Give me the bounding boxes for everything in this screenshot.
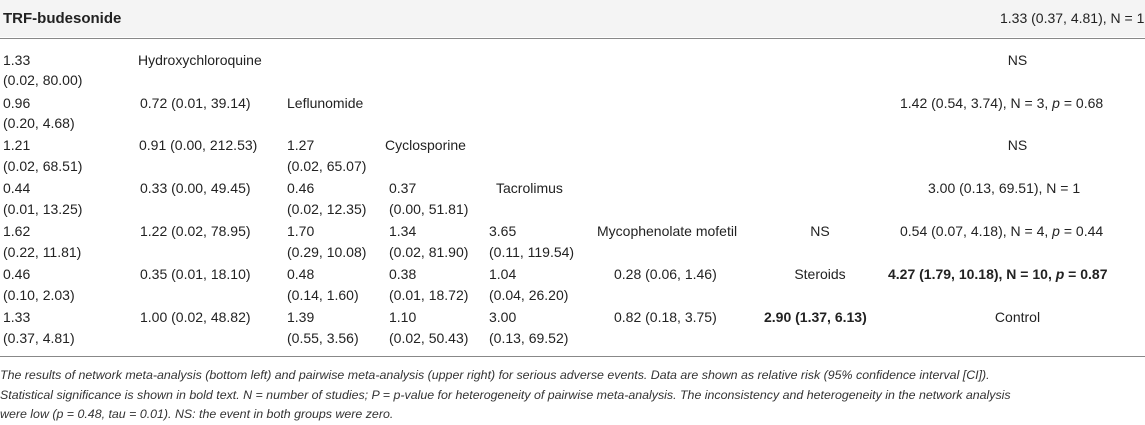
cell: (0.22, 11.81) bbox=[3, 244, 82, 260]
header-title: TRF-budesonide bbox=[3, 10, 122, 27]
table-header-band bbox=[0, 0, 1145, 37]
cell: 1.27 bbox=[287, 137, 315, 153]
cell: 0.37 bbox=[389, 180, 417, 196]
cell: (0.29, 10.08) bbox=[287, 244, 367, 260]
cell: (0.02, 68.51) bbox=[3, 158, 83, 174]
cell: 1.21 bbox=[3, 137, 31, 153]
cell: (0.37, 4.81) bbox=[3, 330, 75, 346]
cell: NS bbox=[1007, 137, 1028, 153]
cell: (0.13, 69.52) bbox=[489, 330, 569, 346]
cell: 0.46 bbox=[3, 266, 31, 282]
drug-label: Tacrolimus bbox=[496, 180, 563, 196]
cell: 0.54 (0.07, 4.18), N = 4, p = 0.44 bbox=[900, 223, 1104, 239]
cell: 2.90 (1.37, 6.13) bbox=[764, 309, 867, 325]
caption-line: Statistical significance is shown in bol… bbox=[0, 387, 1011, 402]
cell: 3.00 (0.13, 69.51), N = 1 bbox=[928, 180, 1081, 196]
cell: 1.22 (0.02, 78.95) bbox=[140, 223, 251, 239]
cell: (0.04, 26.20) bbox=[489, 287, 569, 303]
cell: (0.14, 1.60) bbox=[287, 287, 359, 303]
cell: (0.02, 50.43) bbox=[389, 330, 469, 346]
drug-label: Control bbox=[994, 309, 1041, 325]
cell: 1.62 bbox=[3, 223, 31, 239]
header-result: 1.33 (0.37, 4.81), N = 1 bbox=[1000, 10, 1145, 26]
cell: 1.42 (0.54, 3.74), N = 3, p = 0.68 bbox=[900, 95, 1104, 111]
table-caption: The results of network meta-analysis (bo… bbox=[0, 366, 1140, 425]
drug-label: Cyclosporine bbox=[385, 137, 466, 153]
caption-line: were low (p = 0.48, tau = 0.01). NS: the… bbox=[0, 407, 394, 421]
cell: 1.10 bbox=[389, 309, 417, 325]
cell: 1.04 bbox=[489, 266, 517, 282]
cell: NS bbox=[1007, 52, 1028, 68]
cell: 0.28 (0.06, 1.46) bbox=[614, 266, 717, 282]
cell: 0.91 (0.00, 212.53) bbox=[139, 137, 258, 153]
cell: (0.20, 4.68) bbox=[3, 115, 75, 131]
cell: 1.33 bbox=[3, 309, 31, 325]
header-divider bbox=[0, 38, 1145, 39]
cell: 1.33 bbox=[3, 52, 31, 68]
cell: 0.44 bbox=[3, 180, 31, 196]
cell: 0.96 bbox=[3, 95, 31, 111]
cell: 1.34 bbox=[389, 223, 417, 239]
cell: (0.10, 2.03) bbox=[3, 287, 75, 303]
cell: 0.46 bbox=[287, 180, 315, 196]
cell: 3.00 bbox=[489, 309, 517, 325]
cell: (0.00, 51.81) bbox=[389, 201, 469, 217]
cell: (0.01, 13.25) bbox=[3, 201, 83, 217]
cell: 4.27 (1.79, 10.18), N = 10, p = 0.87 bbox=[888, 266, 1108, 282]
cell: 0.82 (0.18, 3.75) bbox=[614, 309, 717, 325]
cell: NS bbox=[810, 223, 830, 239]
cell: (0.02, 81.90) bbox=[389, 244, 469, 260]
cell: (0.02, 80.00) bbox=[3, 72, 83, 88]
table-bottom-rule bbox=[0, 356, 1145, 357]
cell: 0.38 bbox=[389, 266, 417, 282]
cell: 0.48 bbox=[287, 266, 315, 282]
caption-line: The results of network meta-analysis (bo… bbox=[0, 368, 990, 382]
cell: 3.65 bbox=[489, 223, 517, 239]
cell: (0.02, 12.35) bbox=[287, 201, 367, 217]
cell: (0.01, 18.72) bbox=[389, 287, 469, 303]
cell: (0.11, 119.54) bbox=[489, 244, 575, 260]
drug-label: Mycophenolate mofetil bbox=[597, 223, 738, 239]
cell: (0.02, 65.07) bbox=[287, 158, 367, 174]
cell: 0.33 (0.00, 49.45) bbox=[140, 180, 251, 196]
cell: (0.55, 3.56) bbox=[287, 330, 359, 346]
drug-label: Leflunomide bbox=[287, 95, 364, 111]
cell: 0.72 (0.01, 39.14) bbox=[140, 95, 251, 111]
cell: 1.70 bbox=[287, 223, 315, 239]
cell: 1.39 bbox=[287, 309, 315, 325]
cell: 0.35 (0.01, 18.10) bbox=[140, 266, 251, 282]
drug-label: Steroids bbox=[794, 266, 846, 282]
drug-label: Hydroxychloroquine bbox=[138, 52, 262, 68]
cell: 1.00 (0.02, 48.82) bbox=[140, 309, 251, 325]
